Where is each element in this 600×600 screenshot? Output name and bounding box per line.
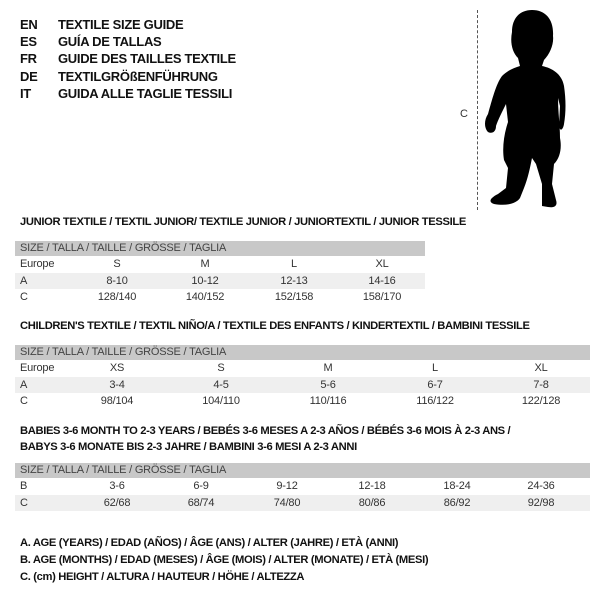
header-row-fr: FR GUIDE DES TAILLES TEXTILE: [20, 51, 236, 67]
table-cell: 80/86: [358, 496, 386, 509]
table-cell: 7-8: [533, 378, 549, 391]
table-cell: XS: [109, 362, 125, 374]
table-cell: L: [291, 258, 297, 270]
row-label: B: [20, 480, 28, 492]
table-cell: 152/158: [274, 291, 314, 303]
table-cell: 122/128: [521, 395, 561, 407]
row-label: C: [20, 395, 28, 407]
header-row-es: ES GUÍA DE TALLAS: [20, 34, 162, 50]
size-table-title: JUNIOR TEXTILE / TEXTIL JUNIOR/ TEXTILE …: [20, 214, 466, 230]
table-cell: 116/122: [416, 395, 454, 407]
table-cell: 8-10: [106, 274, 128, 287]
table-cell: 3-4: [109, 378, 125, 391]
header-row-de: DE TEXTILGRÖßENFÜHRUNG: [20, 68, 218, 84]
size-table-title-line: BABYS 3-6 MONATE BIS 2-3 JAHRE / BAMBINI…: [20, 441, 357, 453]
table-cell: 110/116: [309, 395, 347, 407]
table-cell: 104/110: [202, 395, 240, 407]
table-cell: M: [200, 258, 210, 270]
table-cell: 6-9: [193, 480, 209, 492]
table-cell: 10-12: [191, 274, 219, 287]
size-table-header: SIZE / TALLA / TAILLE / GRÖSSE / TAGLIA: [15, 345, 590, 360]
row-label: A: [20, 378, 28, 391]
size-table-title: BABIES 3-6 MONTH TO 2-3 YEARS / BEBÉS 3-…: [20, 423, 511, 455]
size-table-header: SIZE / TALLA / TAILLE / GRÖSSE / TAGLIA: [15, 241, 425, 256]
table-cell: 3-6: [109, 480, 125, 492]
table-cell: S: [217, 362, 225, 374]
header-row-en: EN TEXTILE SIZE GUIDE: [20, 17, 184, 32]
size-table: SIZE / TALLA / TAILLE / GRÖSSE / TAGLIA B…: [15, 463, 590, 511]
table-row: B 3-6 6-9 9-12 12-18 18-24 24-36: [15, 478, 590, 495]
table-cell: 98/104: [100, 395, 134, 407]
table-cell: 158/170: [362, 291, 402, 303]
row-label: A: [20, 274, 28, 287]
legend-a: A. AGE (YEARS) / EDAD (AÑOS) / ÂGE (ANS)…: [20, 537, 399, 549]
table-cell: 92/98: [527, 496, 555, 509]
table-row: A 3-4 4-5 5-6 6-7 7-8: [15, 376, 590, 393]
row-label: Europe: [20, 362, 55, 374]
table-cell: 18-24: [443, 480, 471, 492]
table-cell: 24-36: [527, 480, 555, 492]
table-cell: 128/140: [97, 291, 137, 303]
size-table-title-line: CHILDREN'S TEXTILE / TEXTIL NIÑO/A / TEX…: [20, 320, 530, 332]
legend: A. AGE (YEARS) / EDAD (AÑOS) / ÂGE (ANS)…: [20, 535, 429, 586]
height-measure-line: [477, 10, 478, 210]
table-row: Europe S M L XL: [15, 256, 425, 273]
size-table-title-line: BABIES 3-6 MONTH TO 2-3 YEARS / BEBÉS 3-…: [20, 425, 511, 437]
row-label: C: [20, 496, 28, 509]
height-measure-label: C: [460, 108, 468, 120]
guide-header: EN TEXTILE SIZE GUIDE ES GUÍA DE TALLAS FR…: [20, 16, 236, 102]
row-label: C: [20, 291, 28, 303]
table-cell: S: [113, 258, 121, 270]
size-table: SIZE / TALLA / TAILLE / GRÖSSE / TAGLIA E…: [15, 345, 590, 410]
legend-b: B. AGE (MONTHS) / EDAD (MESES) / ÂGE (MO…: [20, 554, 429, 566]
row-label: Europe: [20, 258, 55, 270]
child-silhouette-icon: [485, 10, 566, 208]
table-cell: 68/74: [187, 496, 215, 509]
table-row: Europe XS S M L XL: [15, 360, 590, 377]
table-cell: M: [323, 362, 333, 374]
table-cell: 5-6: [320, 378, 336, 391]
table-row: C 62/68 68/74 74/80 80/86 86/92 92/98: [15, 494, 590, 511]
header-row-it: IT GUIDA ALLE TAGLIE TESSILI: [20, 85, 233, 101]
table-cell: 12-18: [358, 480, 386, 492]
table-cell: 9-12: [276, 480, 298, 492]
table-cell: 14-16: [368, 274, 396, 287]
table-cell: 6-7: [427, 378, 443, 391]
table-cell: 140/152: [185, 291, 225, 303]
table-cell: 74/80: [273, 496, 301, 509]
size-table: SIZE / TALLA / TAILLE / GRÖSSE / TAGLIA E…: [15, 241, 425, 306]
table-row: A 8-10 10-12 12-13 14-16: [15, 272, 425, 289]
table-cell: 62/68: [103, 496, 131, 509]
table-cell: XL: [534, 362, 548, 374]
size-table-title-line: JUNIOR TEXTILE / TEXTIL JUNIOR/ TEXTILE …: [20, 216, 466, 228]
legend-c: C. (cm) HEIGHT / ALTURA / HAUTEUR / HÖHE…: [20, 571, 305, 583]
size-table-header: SIZE / TALLA / TAILLE / GRÖSSE / TAGLIA: [15, 463, 590, 478]
table-cell: 4-5: [213, 378, 229, 391]
table-row: C 98/104 104/110 110/116 116/122 122/128: [15, 393, 590, 410]
table-cell: XL: [375, 258, 389, 270]
size-table-title: CHILDREN'S TEXTILE / TEXTIL NIÑO/A / TEX…: [20, 318, 530, 334]
table-cell: L: [432, 362, 438, 374]
table-cell: 86/92: [443, 496, 471, 509]
table-row: C 128/140 140/152 152/158 158/170: [15, 289, 425, 306]
table-cell: 12-13: [280, 274, 308, 287]
